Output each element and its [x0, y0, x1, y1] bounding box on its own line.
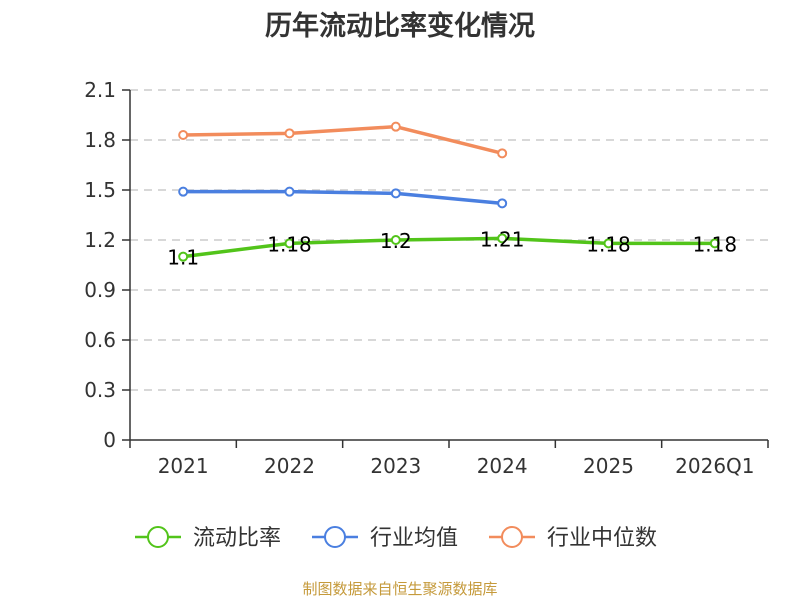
y-tick-label: 1.2 — [84, 228, 116, 252]
y-tick-label: 0.3 — [84, 378, 116, 402]
data-point — [709, 238, 720, 249]
data-point — [284, 128, 295, 139]
y-tick-label: 2.1 — [84, 78, 116, 102]
data-point — [178, 251, 189, 262]
data-point — [390, 235, 401, 245]
data-point — [497, 148, 508, 159]
legend-item: 流动比率 — [135, 526, 281, 551]
source-note: 制图数据来自恒生聚源数据库 — [302, 580, 498, 598]
legend-marker — [147, 526, 169, 548]
legend-label: 行业中位数 — [547, 526, 657, 551]
legend-item: 行业中位数 — [489, 526, 657, 551]
data-label: 1.1 — [167, 246, 199, 270]
data-point — [390, 121, 401, 132]
x-tick-label: 2024 — [477, 454, 528, 478]
x-tick-label: 2026Q1 — [675, 454, 754, 478]
data-point — [603, 238, 614, 249]
y-tick-label: 1.5 — [84, 178, 116, 202]
legend-label: 行业均值 — [370, 526, 458, 551]
y-tick-label: 0.6 — [84, 328, 116, 352]
data-point — [178, 186, 189, 197]
series-line-1 — [182, 236, 715, 259]
legend-marker — [501, 526, 523, 548]
data-label: 1.21 — [480, 227, 525, 251]
data-point — [497, 198, 508, 209]
series-line-2 — [183, 189, 503, 206]
x-tick-label: 2025 — [583, 454, 634, 478]
data-point — [284, 186, 295, 197]
data-label: 1.18 — [267, 232, 312, 256]
y-tick-label: 1.8 — [84, 128, 116, 152]
x-tick-label: 2021 — [158, 454, 209, 478]
data-label: 1.18 — [693, 232, 738, 256]
series-line-3 — [183, 124, 503, 156]
data-point — [390, 188, 401, 199]
legend-marker — [324, 526, 346, 548]
data-label: 1.18 — [586, 232, 631, 256]
data-point — [178, 130, 189, 140]
y-tick-label: 0 — [103, 428, 116, 452]
legend-label: 流动比率 — [193, 526, 281, 551]
chart-title: 历年流动比率变化情况 — [265, 11, 535, 42]
x-tick-label: 2022 — [264, 454, 315, 478]
data-point — [497, 233, 508, 244]
legend-item: 行业均值 — [312, 526, 458, 551]
y-tick-label: 0.9 — [84, 278, 116, 302]
x-tick-label: 2023 — [370, 454, 421, 478]
data-label: 1.2 — [380, 229, 412, 253]
data-point — [284, 238, 295, 249]
